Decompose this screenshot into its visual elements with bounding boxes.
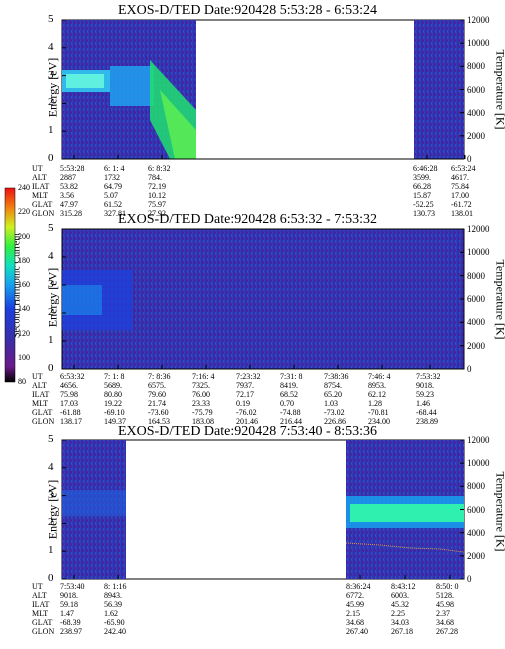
- panel1-y2tick: 0: [467, 154, 472, 164]
- panel3-band-b-core: [350, 504, 464, 522]
- panel1-ytick: 3: [48, 68, 54, 81]
- panel2-ytick: 2: [48, 306, 54, 318]
- panel1-y2tick: 10000: [467, 38, 490, 49]
- panel2-band-core: [62, 285, 102, 315]
- panel1-band-b: [110, 66, 154, 106]
- panel1-column: 6:46:28 3599. 66.28 15.87 -52.25 130.73: [413, 164, 438, 218]
- panel2-column: 7:46: 4 8953. 62.12 1.28 -70.81 234.00: [368, 372, 391, 426]
- panel3-ytick: 0: [48, 572, 54, 584]
- panel3-y2tick: 8000: [467, 481, 485, 492]
- panel3-y2tick: 2000: [467, 550, 485, 561]
- panel1-y2tick: 12000: [467, 15, 490, 25]
- panel2-column: 7: 1: 8 5689. 80.80 19.22 -69.10 149.37: [104, 372, 126, 426]
- panel1-y2tick: 8000: [467, 61, 485, 72]
- panel2-y2tick: 0: [467, 364, 472, 374]
- panel2-ytick: 1: [48, 334, 54, 346]
- panel2-ytick: 3: [48, 278, 54, 290]
- panel1-ytick: 5: [48, 13, 54, 25]
- panel1-band-c-core: [160, 90, 196, 159]
- panel2-y2tick: 6000: [467, 294, 485, 304]
- panel3-ytick: 2: [48, 516, 54, 529]
- panel2-ytick: 5: [48, 222, 54, 234]
- panel2-ytick: 0: [48, 362, 54, 374]
- panel2-column: 7:31: 8 8419. 68.52 0.70 -74.88 216.44: [280, 372, 303, 426]
- colorbar-tick: 180: [18, 255, 30, 265]
- panel1-ytick: 2: [48, 96, 54, 109]
- panel2-column: 7:38:36 8754. 65.20 1.03 -73.02 226.86: [324, 372, 349, 426]
- panel3-temperature-trace: [345, 542, 465, 553]
- panel3-column: 7:53:40 9018. 59.18 1.47 -68.39 238.97: [60, 582, 85, 636]
- colorbar-tick: 80: [18, 377, 26, 386]
- panel2-column: 7: 8:36 6575. 79.60 21.74 -73.60 164.53: [148, 372, 171, 426]
- panel1-row-labels: UT ALT ILAT MLT GLAT GLON: [32, 164, 55, 218]
- panel3-ytick: 4: [48, 460, 54, 473]
- panel1-ytick: 1: [48, 124, 54, 137]
- panel1-segment-b: [414, 20, 464, 159]
- panel3-column: 8:36:24 6772. 45.99 2.15 34.68 267.40: [346, 582, 371, 636]
- panel2-column: 7:23:32 7937. 72.17 0.19 -76.02 201.46: [236, 372, 261, 426]
- colorbar-tick: 160: [18, 280, 30, 289]
- colorbar-tick: 220: [18, 207, 30, 217]
- panel3-title: EXOS-D/TED Date:920428 7:53:40 - 8:53:36: [118, 424, 377, 439]
- panel3-y2tick: 4000: [467, 527, 485, 538]
- panel1-column: 6: 1: 4 1732 64.79 5.07 61.52 327.81: [104, 164, 126, 218]
- colorbar: [4, 187, 16, 383]
- panel1-column: 6:53:24 4617. 75.84 17.00 -61.72 138.01: [451, 164, 476, 218]
- panel2-plot: [61, 228, 465, 370]
- panel3-y2tick: 0: [467, 574, 472, 584]
- panel2-y2tick: 10000: [467, 247, 490, 258]
- panel2-y2tick: 12000: [467, 224, 490, 234]
- panel1-plot: [61, 19, 465, 160]
- panel1-y2tick: 2000: [467, 130, 485, 141]
- panel3-y2tick: 6000: [467, 504, 485, 515]
- colorbar-tick: 240: [18, 183, 30, 192]
- panel3-y2tick: 10000: [467, 458, 490, 469]
- colorbar-tick: 100: [18, 352, 30, 362]
- panel3-column: 8: 1:16 8943. 56.39 1.62 -65.90 242.40: [104, 582, 127, 636]
- panel1-ytick: 4: [48, 40, 54, 53]
- panel3-ytick: 5: [48, 433, 54, 445]
- panel1-column: 6: 8:32 784. 72.19 10.12 75.97 27.92: [148, 164, 171, 218]
- panel2-y2tick: 4000: [467, 317, 485, 328]
- panel3-row-labels: UT ALT ILAT MLT GLAT GLON: [32, 582, 55, 636]
- colorbar-gradient: [4, 187, 16, 383]
- panel3-ytick: 3: [48, 488, 54, 501]
- panel3-column: 8:43:12 6003. 45.32 2.25 34.03 267.18: [391, 582, 416, 636]
- panel2-y2tick: 2000: [467, 340, 485, 351]
- panel1-column: 5:53:28 2887 53.82 3.56 47.97 315.28: [60, 164, 85, 218]
- panel2-column: 6:53:32 4656. 75.98 17.03 -61.88 138.17: [60, 372, 85, 426]
- panel3-ytick: 1: [48, 544, 54, 557]
- panel1-y2tick: 4000: [467, 107, 485, 118]
- panel2-column: 7:53:32 9018. 59.23 1.46 -68.44 238.89: [416, 372, 441, 426]
- panel1-title: EXOS-D/TED Date:920428 5:53:28 - 6:53:24: [118, 3, 377, 18]
- panel2-title: EXOS-D/TED Date:920428 6:53:32 - 7:53:32: [118, 212, 377, 227]
- colorbar-tick: 120: [18, 328, 30, 338]
- panel3-plot: [61, 439, 465, 580]
- panel2-y2tick: 8000: [467, 270, 485, 281]
- panel2-row-labels: UT ALT ILAT MLT GLAT GLON: [32, 372, 55, 426]
- panel2-column: 7:16: 4 7325. 76.00 23.33 -75.79 183.08: [192, 372, 215, 426]
- colorbar-tick: 200: [18, 231, 30, 241]
- colorbar-tick: 140: [18, 304, 30, 314]
- panel1-ytick: 0: [48, 152, 54, 164]
- panel3-column: 8:50: 0 5128. 45.98 2.37 34.68 267.28: [436, 582, 459, 636]
- panel3-y2tick: 12000: [467, 435, 490, 445]
- panel1-band-a-core: [66, 74, 104, 88]
- panel1-y2tick: 6000: [467, 84, 485, 95]
- panel3-band-a: [62, 490, 126, 516]
- panel2-ytick: 4: [48, 250, 54, 262]
